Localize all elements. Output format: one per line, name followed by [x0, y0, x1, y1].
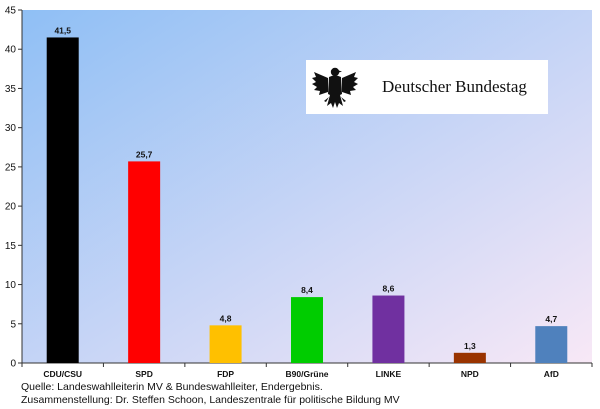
- bar: [535, 326, 568, 363]
- bar: [128, 161, 161, 363]
- federal-eagle-icon: [312, 67, 358, 108]
- logo-text: Deutscher Bundestag: [382, 77, 527, 96]
- bundestag-logo: Deutscher Bundestag: [306, 60, 548, 114]
- bars: 41,5 25,7 4,8 8,4 8,6 1,3 4,7: [46, 25, 568, 363]
- bar: [291, 297, 323, 363]
- y-tick-label: 0: [10, 359, 16, 370]
- compilation-caption: Zusammenstellung: Dr. Steffen Schoon, La…: [21, 394, 400, 406]
- x-tick-label: NPD: [461, 369, 479, 379]
- y-axis: 0 5 10 15 20 25 30 35 40 45: [5, 6, 23, 370]
- y-tick-label: 20: [5, 202, 17, 213]
- y-tick-label: 10: [5, 280, 17, 291]
- bar: [372, 295, 405, 363]
- y-tick-label: 25: [5, 162, 17, 173]
- y-tick-label: 40: [5, 45, 17, 56]
- y-tick-label: 15: [5, 241, 17, 252]
- x-axis: CDU/CSU SPD FDP B90/Grüne LINKE NPD AfD: [21, 362, 593, 379]
- x-tick-label: AfD: [544, 369, 559, 379]
- x-tick-label: LINKE: [376, 369, 402, 379]
- data-label: 4,7: [545, 314, 557, 324]
- bar: [453, 352, 486, 363]
- data-label: 41,5: [54, 25, 71, 35]
- data-label: 25,7: [136, 149, 153, 159]
- y-tick-label: 45: [5, 6, 17, 17]
- y-tick-label: 5: [10, 319, 16, 330]
- bar: [46, 37, 79, 363]
- x-tick-label: B90/Grüne: [286, 369, 329, 379]
- source-caption: Quelle: Landeswahlleiterin MV & Bundeswa…: [21, 381, 323, 393]
- x-tick-label: CDU/CSU: [43, 369, 82, 379]
- y-tick-label: 30: [5, 123, 17, 134]
- data-label: 8,4: [301, 285, 313, 295]
- x-tick-label: SPD: [135, 369, 152, 379]
- y-tick-label: 35: [5, 84, 17, 95]
- data-label: 4,8: [220, 313, 232, 323]
- data-label: 8,6: [383, 284, 395, 294]
- bar: [209, 325, 242, 363]
- data-label: 1,3: [464, 341, 476, 351]
- x-tick-label: FDP: [217, 369, 234, 379]
